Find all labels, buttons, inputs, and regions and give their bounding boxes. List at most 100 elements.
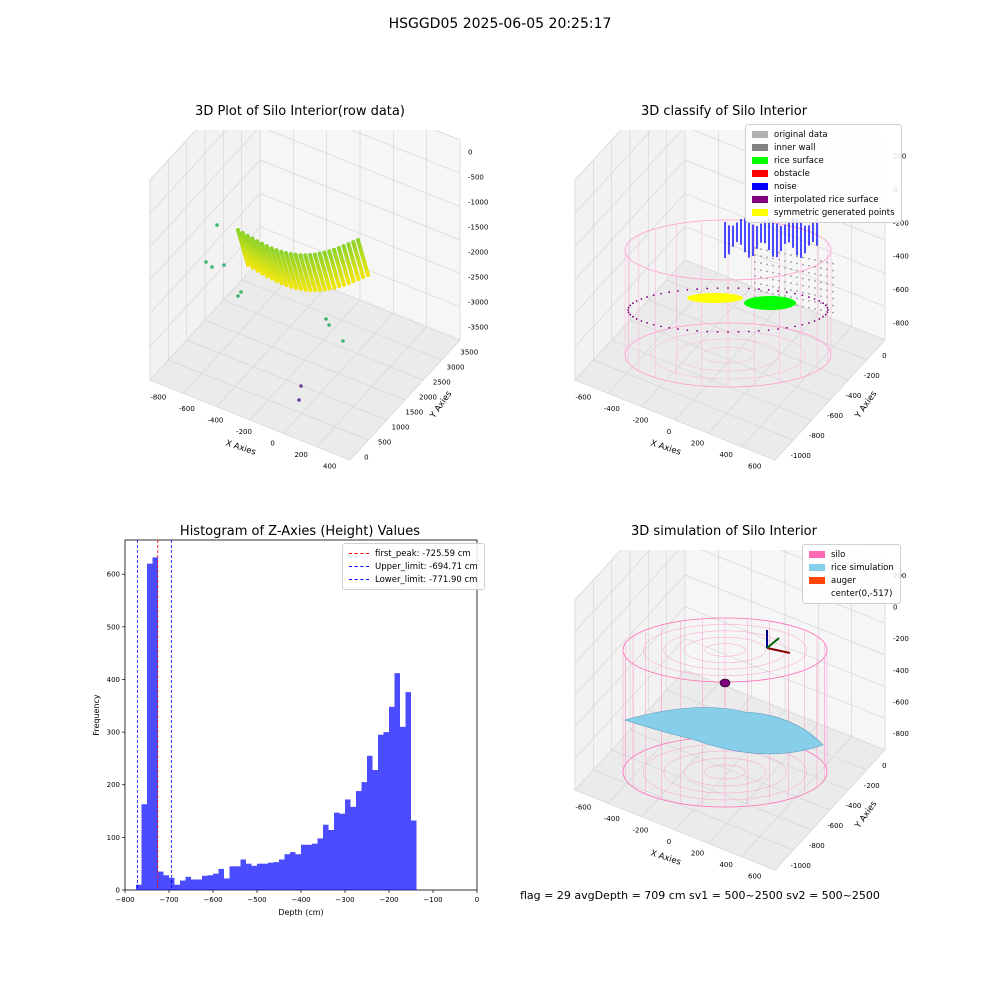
histogram-bar bbox=[240, 859, 246, 890]
classify-y-tick-label: -800 bbox=[809, 432, 825, 440]
classify-z-tick-label: -200 bbox=[893, 219, 909, 227]
rice-surface-patch bbox=[744, 296, 796, 310]
inner-wall-point bbox=[784, 295, 786, 297]
interpolated-surface-point bbox=[706, 287, 709, 290]
classify-3d-plot: -600 -400 -200 0 200 400 600 -1000 -800 -600 -400 -… bbox=[574, 130, 909, 470]
histogram-plot-area bbox=[124, 539, 478, 891]
inner-wall-point bbox=[790, 261, 792, 264]
interpolated-surface-point bbox=[808, 296, 810, 298]
inner-wall-point bbox=[754, 268, 756, 270]
histogram-bar bbox=[345, 799, 351, 890]
histogram-legend-swatch bbox=[349, 579, 369, 580]
inner-wall-point bbox=[754, 254, 756, 256]
histogram-bar bbox=[290, 852, 296, 890]
histogram-legend-swatch bbox=[349, 553, 369, 554]
raw-y-tick-label: 1500 bbox=[405, 409, 423, 417]
histogram-bar bbox=[262, 863, 268, 890]
simulation-x-tick-label: -400 bbox=[604, 815, 620, 823]
inner-wall-point bbox=[772, 264, 774, 267]
interpolated-surface-point bbox=[808, 322, 810, 324]
histogram-x-tick-label: 0 bbox=[475, 896, 479, 904]
raw-outlier-point bbox=[215, 223, 219, 227]
simulation-z-tick-label: -200 bbox=[893, 635, 909, 643]
classify-x-tick-label: 400 bbox=[719, 451, 732, 459]
simulation-scene bbox=[622, 617, 828, 808]
inner-wall-point bbox=[766, 249, 768, 252]
raw-x-tick-label: -600 bbox=[179, 405, 195, 413]
histogram-legend-swatch bbox=[349, 566, 369, 567]
inner-wall-point bbox=[802, 277, 804, 280]
inner-wall-point bbox=[796, 276, 798, 279]
histogram-bar bbox=[191, 879, 197, 890]
interpolated-surface-point bbox=[668, 291, 671, 294]
classify-point-cloud bbox=[624, 218, 834, 388]
raw-y-tick-label: 3000 bbox=[447, 364, 465, 372]
silo-floor-ring bbox=[676, 338, 780, 372]
simulation-y-tick-label: -600 bbox=[827, 822, 843, 830]
raw-y-tick-label: 0 bbox=[364, 454, 368, 462]
auger-marker bbox=[719, 678, 731, 688]
histogram-bar bbox=[350, 806, 356, 890]
histogram-legend: first_peak: -725.59 cm Upper_limit: -694.… bbox=[342, 543, 485, 590]
simulation-z-tick-label: 0 bbox=[893, 604, 897, 612]
raw-z-tick-label: -1000 bbox=[468, 199, 488, 207]
histogram-bar bbox=[174, 884, 180, 890]
interpolated-surface-point bbox=[826, 306, 829, 309]
interpolated-surface-point bbox=[813, 320, 816, 322]
classify-y-tick-label: -200 bbox=[864, 372, 880, 380]
raw-gridline bbox=[350, 130, 461, 174]
inner-wall-point bbox=[778, 272, 780, 275]
classify-x-tick-label: -400 bbox=[604, 405, 620, 413]
raw-data-point bbox=[346, 281, 351, 286]
histogram-x-tick-label: −200 bbox=[379, 896, 398, 904]
inner-wall-point bbox=[814, 273, 816, 275]
inner-wall-point bbox=[760, 290, 762, 293]
classify-legend-label: original data bbox=[774, 129, 828, 140]
inner-wall-point bbox=[832, 262, 834, 265]
interpolated-surface-point bbox=[629, 304, 632, 307]
inner-wall-point bbox=[754, 247, 756, 249]
classify-legend-label: symmetric generated points bbox=[774, 207, 895, 218]
histogram-bar bbox=[284, 854, 290, 890]
simulation-legend-swatch bbox=[809, 564, 825, 571]
histogram-x-tick-label: −600 bbox=[203, 896, 222, 904]
histogram-bar bbox=[185, 876, 191, 890]
inner-wall-point bbox=[814, 259, 816, 261]
classify-z-tick-label: -800 bbox=[893, 319, 909, 327]
simulation-x-tick-label: 200 bbox=[691, 849, 704, 857]
classify-x-tick-label: -200 bbox=[632, 417, 648, 425]
inner-wall-point bbox=[766, 270, 768, 273]
inner-wall-point bbox=[820, 260, 822, 263]
inner-wall-point bbox=[820, 281, 822, 284]
interpolated-surface-point bbox=[635, 318, 638, 320]
inner-wall-point bbox=[772, 285, 774, 288]
raw-gridline bbox=[241, 279, 442, 361]
histogram-legend-label: Upper_limit: -694.71 cm bbox=[375, 561, 478, 572]
classify-x-tick-label: 600 bbox=[748, 462, 761, 470]
simulation-y-tick-label: -800 bbox=[809, 842, 825, 850]
inner-wall-point bbox=[808, 299, 810, 302]
interpolated-surface-point bbox=[747, 330, 750, 333]
inner-wall-point bbox=[772, 257, 774, 260]
silo-floor-ring bbox=[702, 346, 754, 364]
raw-data-point bbox=[322, 287, 327, 292]
histogram-bar bbox=[394, 673, 400, 890]
interpolated-surface-point bbox=[629, 313, 632, 316]
raw-data-point bbox=[246, 263, 250, 267]
raw-x-tick-label: 200 bbox=[294, 451, 307, 459]
inner-wall-point bbox=[784, 274, 786, 276]
inner-wall-point bbox=[820, 267, 822, 270]
inner-wall-point bbox=[784, 267, 786, 269]
histogram-y-axis-label: Frequency bbox=[92, 694, 101, 736]
histogram-bar bbox=[317, 838, 323, 890]
silo-roof-ring bbox=[704, 643, 746, 657]
histogram-chart: −800 −700 −600 −500 −400 −300 −200 −100 0 0 100 200… bbox=[92, 539, 479, 917]
inner-wall-point bbox=[790, 254, 792, 257]
interpolated-surface-point bbox=[716, 287, 719, 290]
interpolated-surface-point bbox=[801, 323, 804, 326]
raw-x-tick-label: 0 bbox=[270, 439, 274, 447]
raw-data-point bbox=[265, 274, 270, 279]
histogram-bar bbox=[224, 878, 230, 890]
interpolated-surface-point bbox=[706, 330, 709, 333]
interpolated-surface-point bbox=[652, 323, 655, 326]
